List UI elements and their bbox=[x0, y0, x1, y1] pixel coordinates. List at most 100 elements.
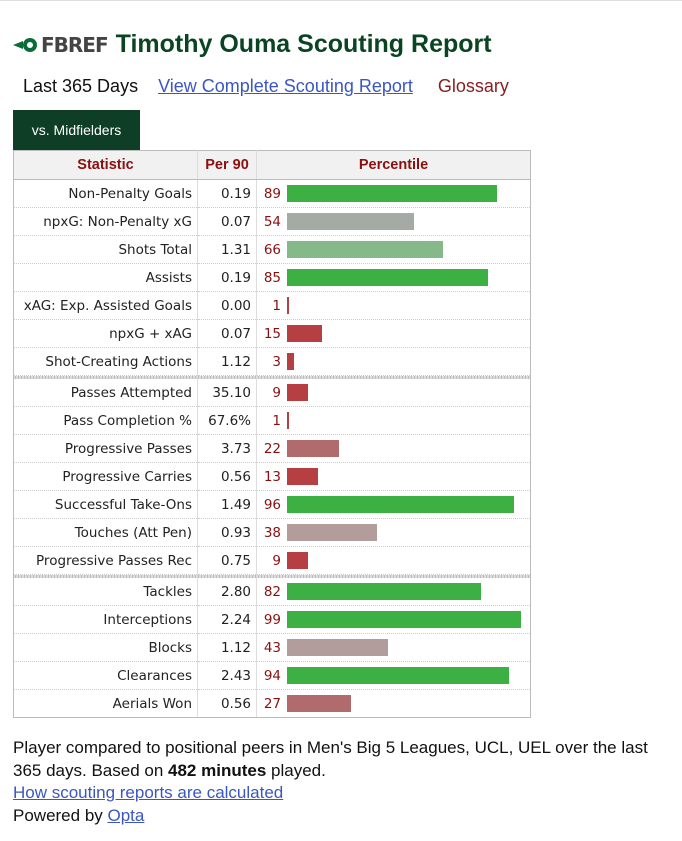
per90-cell: 0.19 bbox=[197, 263, 257, 292]
per90-cell: 1.49 bbox=[197, 490, 257, 519]
per90-cell: 0.07 bbox=[197, 319, 257, 348]
statistic-cell[interactable]: Progressive Carries bbox=[13, 462, 198, 491]
statistic-cell[interactable]: xAG: Exp. Assisted Goals bbox=[13, 291, 198, 320]
percentile-cell: 99 bbox=[256, 605, 531, 634]
percentile-cell: 15 bbox=[256, 319, 531, 348]
percentile-value: 3 bbox=[272, 353, 281, 370]
percentile-value: 94 bbox=[263, 667, 281, 684]
statistic-cell[interactable]: Progressive Passes bbox=[13, 434, 198, 463]
statistic-cell[interactable]: Pass Completion % bbox=[13, 406, 198, 435]
percentile-bar bbox=[287, 297, 290, 314]
fbref-ball-icon bbox=[13, 37, 37, 52]
percentile-cell: 54 bbox=[256, 207, 531, 236]
percentile-cell: 1 bbox=[256, 406, 531, 435]
table-header-row: Statistic Per 90 Percentile bbox=[13, 150, 531, 180]
per90-cell: 67.6% bbox=[197, 406, 257, 435]
table-row: Successful Take-Ons 1.49 96 bbox=[13, 490, 531, 519]
column-header-per90[interactable]: Per 90 bbox=[197, 150, 257, 180]
table-row: Progressive Carries 0.56 13 bbox=[13, 462, 531, 491]
per90-cell: 0.19 bbox=[197, 179, 257, 208]
statistic-cell[interactable]: npxG + xAG bbox=[13, 319, 198, 348]
table-body: Non-Penalty Goals 0.19 89 npxG: Non-Penalty… bbox=[13, 179, 531, 718]
fbref-logo[interactable]: FBREF bbox=[13, 32, 109, 57]
percentile-cell: 96 bbox=[256, 490, 531, 519]
statistic-cell[interactable]: Tackles bbox=[13, 578, 198, 606]
opta-link[interactable]: Opta bbox=[107, 805, 145, 825]
statistic-cell[interactable]: Non-Penalty Goals bbox=[13, 179, 198, 208]
percentile-value: 9 bbox=[272, 384, 281, 401]
statistic-cell[interactable]: Assists bbox=[13, 263, 198, 292]
percentile-value: 89 bbox=[263, 185, 281, 202]
percentile-value: 22 bbox=[263, 440, 281, 457]
percentile-value: 27 bbox=[263, 695, 281, 712]
statistic-cell[interactable]: Progressive Passes Rec bbox=[13, 546, 198, 575]
note-suffix: played. bbox=[266, 760, 326, 780]
percentile-bar bbox=[287, 325, 323, 342]
percentile-bar bbox=[287, 269, 488, 286]
how-calculated-link[interactable]: How scouting reports are calculated bbox=[13, 783, 284, 802]
table-row: Shot-Creating Actions 1.12 3 bbox=[13, 347, 531, 376]
percentile-value: 66 bbox=[263, 241, 281, 258]
table-row: Passes Attempted 35.10 9 bbox=[13, 379, 531, 407]
statistic-cell[interactable]: Passes Attempted bbox=[13, 379, 198, 407]
separator-cell bbox=[13, 375, 531, 379]
statistic-cell[interactable]: npxG: Non-Penalty xG bbox=[13, 207, 198, 236]
percentile-bar bbox=[287, 639, 389, 656]
percentile-bar bbox=[287, 552, 309, 569]
statistic-cell[interactable]: Clearances bbox=[13, 661, 198, 690]
percentile-bar bbox=[287, 524, 377, 541]
percentile-cell: 9 bbox=[256, 379, 531, 407]
powered-by-text: Powered by bbox=[13, 805, 108, 825]
per90-cell: 0.56 bbox=[197, 689, 257, 718]
scouting-table: Statistic Per 90 Percentile Non-Penalty … bbox=[13, 150, 531, 718]
footer: Player compared to positional peers in M… bbox=[13, 737, 653, 827]
per90-cell: 35.10 bbox=[197, 379, 257, 407]
percentile-value: 96 bbox=[263, 496, 281, 513]
percentile-value: 38 bbox=[263, 524, 281, 541]
statistic-cell[interactable]: Interceptions bbox=[13, 605, 198, 634]
table-row: Aerials Won 0.56 27 bbox=[13, 689, 531, 718]
table-row: Shots Total 1.31 66 bbox=[13, 235, 531, 264]
statistic-cell[interactable]: Successful Take-Ons bbox=[13, 490, 198, 519]
percentile-bar bbox=[287, 384, 309, 401]
statistic-cell[interactable]: Blocks bbox=[13, 633, 198, 662]
percentile-bar bbox=[287, 468, 318, 485]
per90-cell: 0.56 bbox=[197, 462, 257, 491]
percentile-bar bbox=[287, 440, 339, 457]
percentile-value: 1 bbox=[272, 412, 281, 429]
logo-text: FBREF bbox=[41, 32, 109, 57]
table-row: Pass Completion % 67.6% 1 bbox=[13, 406, 531, 435]
table-row: npxG: Non-Penalty xG 0.07 54 bbox=[13, 207, 531, 236]
minutes-played: 482 minutes bbox=[168, 760, 267, 780]
powered-by: Powered by Opta bbox=[13, 805, 653, 828]
per90-cell: 1.31 bbox=[197, 235, 257, 264]
percentile-value: 54 bbox=[263, 213, 281, 230]
table-row: Non-Penalty Goals 0.19 89 bbox=[13, 179, 531, 208]
per90-cell: 2.43 bbox=[197, 661, 257, 690]
percentile-cell: 9 bbox=[256, 546, 531, 575]
statistic-cell[interactable]: Shot-Creating Actions bbox=[13, 347, 198, 376]
table-row: Clearances 2.43 94 bbox=[13, 661, 531, 690]
top-divider bbox=[0, 0, 682, 1]
statistic-cell[interactable]: Aerials Won bbox=[13, 689, 198, 718]
column-header-statistic[interactable]: Statistic bbox=[13, 150, 198, 180]
glossary-link[interactable]: Glossary bbox=[437, 76, 509, 96]
percentile-bar bbox=[287, 496, 514, 513]
per90-cell: 0.07 bbox=[197, 207, 257, 236]
percentile-cell: 85 bbox=[256, 263, 531, 292]
page-header: FBREF Timothy Ouma Scouting Report bbox=[13, 30, 492, 59]
percentile-bar bbox=[287, 611, 521, 628]
percentile-cell: 82 bbox=[256, 578, 531, 606]
table-row: Assists 0.19 85 bbox=[13, 263, 531, 292]
column-header-percentile[interactable]: Percentile bbox=[256, 150, 531, 180]
percentile-cell: 43 bbox=[256, 633, 531, 662]
per90-cell: 3.73 bbox=[197, 434, 257, 463]
percentile-bar bbox=[287, 667, 509, 684]
note-text: Player compared to positional peers in M… bbox=[13, 738, 648, 780]
tab-vs-midfielders[interactable]: vs. Midfielders bbox=[13, 110, 140, 150]
percentile-bar bbox=[287, 583, 481, 600]
view-complete-report-link[interactable]: View Complete Scouting Report bbox=[158, 76, 413, 96]
statistic-cell[interactable]: Shots Total bbox=[13, 235, 198, 264]
statistic-cell[interactable]: Touches (Att Pen) bbox=[13, 518, 198, 547]
percentile-bar bbox=[287, 213, 415, 230]
